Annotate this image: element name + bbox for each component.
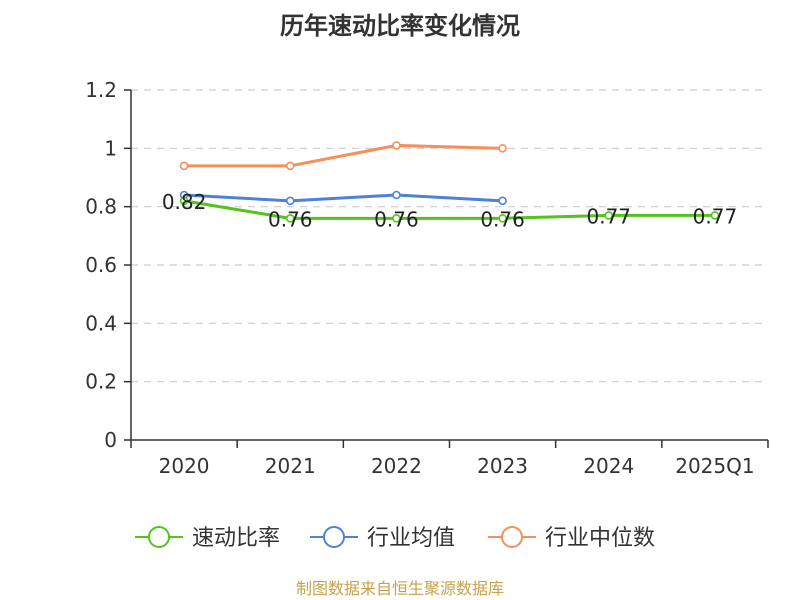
y-tick-label: 1 — [104, 136, 117, 160]
y-tick-label: 0.8 — [85, 195, 117, 219]
data-point — [179, 196, 189, 206]
data-label: 0.82 — [162, 190, 207, 214]
data-point — [498, 214, 507, 223]
series-line-1 — [184, 193, 503, 203]
x-tick-label: 2022 — [371, 454, 422, 478]
legend-marker — [148, 526, 170, 548]
y-tick-label: 1.2 — [85, 78, 117, 102]
x-tick-label: 2021 — [265, 454, 316, 478]
data-point — [285, 214, 295, 223]
data-label: 0.76 — [480, 207, 525, 231]
axes: 0 0.2 0.4 0.6 0.8 1 1.2 2020 2021 2022 2023 2024 202… — [85, 78, 769, 478]
y-tick-label: 0 — [104, 428, 117, 452]
data-label: 0.76 — [374, 207, 419, 231]
data-point — [604, 211, 614, 220]
data-label: 0.77 — [586, 204, 631, 228]
data-point — [498, 144, 507, 153]
x-tick-label: 2025Q1 — [675, 454, 754, 478]
source-note: 制图数据来自恒生聚源数据库 — [296, 579, 504, 598]
legend: 速动比率 行业均值 行业中位数 — [135, 526, 655, 551]
data-labels: 0.82 0.76 0.76 0.76 0.77 0.77 — [162, 190, 737, 232]
chart-title: 历年速动比率变化情况 — [280, 12, 520, 40]
y-tick-label: 0.2 — [85, 370, 117, 394]
data-point — [392, 214, 401, 223]
legend-label: 行业中位数 — [545, 526, 655, 551]
legend-label: 速动比率 — [192, 526, 280, 551]
grid-lines — [131, 89, 768, 383]
data-point — [498, 196, 507, 206]
data-point — [285, 196, 295, 206]
data-point — [710, 211, 720, 220]
data-label: 0.77 — [693, 204, 738, 228]
series-lines — [179, 141, 720, 223]
x-tick-label: 2024 — [583, 454, 634, 478]
legend-marker — [501, 526, 523, 548]
y-tick-label: 0.6 — [85, 253, 117, 277]
data-point — [285, 161, 295, 171]
y-tick-label: 0.4 — [85, 311, 117, 335]
series-line-0 — [183, 199, 715, 220]
x-tick-label: 2023 — [477, 454, 528, 478]
series-line-2 — [184, 143, 503, 168]
data-point — [392, 141, 401, 150]
x-tick-label: 2020 — [159, 454, 210, 478]
data-point — [392, 190, 401, 200]
legend-label: 行业均值 — [367, 526, 455, 551]
data-point — [179, 161, 189, 171]
data-label: 0.76 — [268, 207, 313, 231]
legend-marker — [323, 526, 345, 548]
